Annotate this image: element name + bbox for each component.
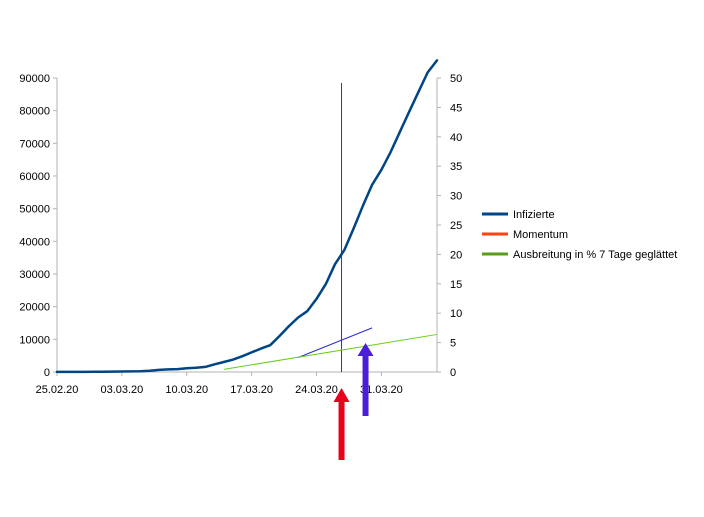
x-tick-label: 24.03.20 [295,384,338,396]
ausbreitung-trend-line [223,333,438,370]
blue-arrow-icon [357,343,374,416]
axes: 0 10000 20000 30000 40000 50000 60000 70000 8000… [19,73,462,396]
y-left-tick-label: 20000 [19,302,50,314]
red-arrow-icon [333,388,350,460]
y-left-tick-label: 70000 [19,138,50,150]
y-left-tick-label: 50000 [19,204,50,216]
series [55,59,439,374]
legend: Infizierte Momentum Ausbreitung in % 7 T… [482,209,677,261]
momentum-trend-line [297,327,373,359]
y-left-tick-label: 60000 [19,171,50,183]
y-right-tick-label: 15 [450,279,462,291]
legend-label-ausbreitung: Ausbreitung in % 7 Tage geglättet [513,249,677,261]
series-line-0 [55,59,439,374]
y-right-tick-label: 50 [450,73,462,85]
y-right-tick-label: 10 [450,308,462,320]
x-tick-label: 03.03.20 [100,384,143,396]
x-tick-label: 10.03.20 [165,384,208,396]
x-tick-label: 25.02.20 [36,384,79,396]
y-left-tick-label: 10000 [19,334,50,346]
y-right-tick-label: 35 [450,161,462,173]
y-right-tick-label: 5 [450,338,456,350]
y-left-tick-label: 40000 [19,236,50,248]
y-left-tick-label: 80000 [19,106,50,118]
y-left-tick-label: 0 [44,367,50,379]
annotations [223,83,438,460]
y-right-tick-label: 45 [450,102,462,114]
y-right-tick-label: 20 [450,249,462,261]
y-right-tick-label: 25 [450,220,462,232]
y-right-tick-label: 30 [450,191,462,203]
y-left-tick-label: 30000 [19,269,50,281]
x-tick-label: 31.03.20 [360,384,403,396]
y-right-tick-label: 40 [450,132,462,144]
legend-label-momentum: Momentum [513,229,568,241]
x-tick-label: 17.03.20 [230,384,273,396]
y-left-tick-label: 90000 [19,73,50,85]
y-right-tick-label: 0 [450,367,456,379]
legend-label-infizierte: Infizierte [513,209,555,221]
